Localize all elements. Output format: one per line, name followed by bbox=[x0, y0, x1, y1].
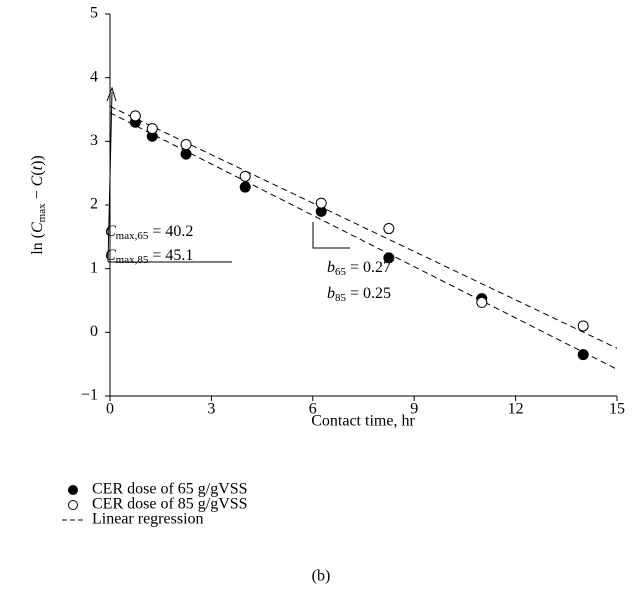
point bbox=[180, 139, 192, 151]
y-tick-label: 4 bbox=[90, 68, 98, 85]
point bbox=[146, 123, 158, 135]
y-title-part: C bbox=[29, 175, 46, 186]
y-title-part: − bbox=[29, 186, 46, 203]
point bbox=[129, 110, 141, 122]
point bbox=[239, 181, 251, 193]
annotation-part: 65 bbox=[335, 266, 347, 278]
y-tick-label: 3 bbox=[90, 132, 98, 149]
annotation-arrow bbox=[107, 91, 113, 263]
y-tick-label: −1 bbox=[81, 387, 98, 404]
y-title-part: max bbox=[36, 203, 48, 222]
annotation-part: = 0.27 bbox=[346, 259, 391, 276]
regression-line bbox=[109, 112, 618, 370]
annotation: b65 = 0.27 bbox=[327, 259, 391, 278]
annotation-part: = 40.2 bbox=[148, 223, 193, 240]
legend-label: Linear regression bbox=[92, 511, 204, 528]
annotation-part: b bbox=[327, 285, 335, 302]
caption: (b) bbox=[312, 568, 331, 585]
point bbox=[180, 148, 192, 160]
legend-label: CER dose of 65 g/gVSS bbox=[92, 481, 248, 498]
point bbox=[383, 223, 395, 235]
y-tick-label: 0 bbox=[90, 323, 98, 340]
x-tick-label: 6 bbox=[309, 401, 317, 418]
slope-bracket bbox=[312, 222, 350, 249]
y-title-part: ln ( bbox=[29, 233, 46, 255]
legend-marker bbox=[68, 485, 78, 495]
x-tick-label: 0 bbox=[106, 401, 114, 418]
y-title-part: )) bbox=[29, 155, 46, 166]
y-tick-label: 2 bbox=[90, 196, 98, 213]
x-tick-label: 12 bbox=[508, 401, 524, 418]
annotation-part: 85 bbox=[335, 292, 347, 304]
y-title-part: ( bbox=[29, 170, 46, 175]
arrow-head bbox=[106, 86, 117, 102]
annotation: b85 = 0.25 bbox=[327, 285, 391, 304]
y-tick-label: 5 bbox=[90, 5, 98, 22]
x-axis-title: Contact time, hr bbox=[311, 413, 415, 430]
annotation-part: = 0.25 bbox=[346, 285, 391, 302]
y-title-part: t bbox=[29, 165, 46, 170]
x-tick-label: 15 bbox=[609, 401, 625, 418]
x-tick-label: 3 bbox=[207, 401, 215, 418]
annotation-part: b bbox=[327, 259, 335, 276]
y-tick-label: 1 bbox=[90, 259, 98, 276]
point bbox=[577, 320, 589, 332]
annotation-part: = 45.1 bbox=[148, 247, 193, 264]
legend-label: CER dose of 85 g/gVSS bbox=[92, 496, 248, 513]
point bbox=[315, 197, 327, 209]
annotation-part: C bbox=[105, 223, 116, 240]
point bbox=[577, 349, 589, 361]
y-axis-title: ln (Cmax − C(t)) bbox=[29, 155, 48, 255]
annotation-part: max,65 bbox=[116, 230, 149, 242]
annotation: Cmax,65 = 40.2 bbox=[105, 223, 193, 242]
y-title-part: C bbox=[29, 222, 46, 233]
annotation-part: max,85 bbox=[116, 254, 149, 266]
x-tick-label: 9 bbox=[410, 401, 418, 418]
legend-marker bbox=[68, 500, 78, 510]
annotation-part: C bbox=[105, 247, 116, 264]
point bbox=[239, 170, 251, 182]
point bbox=[476, 296, 488, 308]
annotation: Cmax,85 = 45.1 bbox=[105, 247, 193, 266]
point bbox=[383, 252, 395, 264]
regression-line bbox=[109, 105, 618, 349]
